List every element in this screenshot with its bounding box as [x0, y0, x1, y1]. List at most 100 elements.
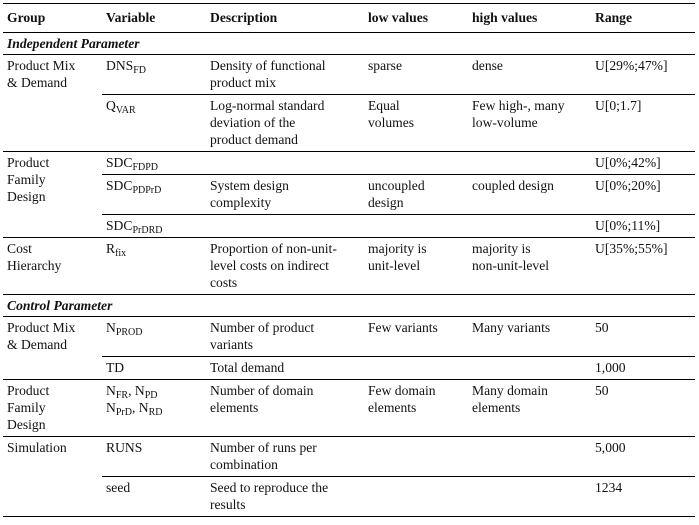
- text-line: Seed to reproduce the: [210, 480, 329, 495]
- text-line: design: [368, 195, 404, 210]
- table-row: SDCPrDRD U[0%;11%]: [3, 215, 695, 238]
- group-cell: Product Mix & Demand: [3, 54, 102, 152]
- text-line: Design: [7, 417, 46, 432]
- text-line: majority is: [472, 241, 531, 256]
- text-line: unit-level: [368, 258, 421, 273]
- table-row: Product Family Design NFR, NPD NPrD, NRD N…: [3, 380, 695, 437]
- variable-subscript: FD: [133, 65, 146, 76]
- range-cell: 5,000: [591, 436, 695, 477]
- variable-text: SDC: [106, 155, 133, 170]
- table-row: Simulation RUNS Number of runs per combin…: [3, 436, 695, 517]
- range-cell: 1,000: [595, 360, 626, 375]
- text-line: Equal: [368, 98, 400, 113]
- variable-cell: seed: [106, 480, 131, 495]
- text-line: Family: [7, 172, 46, 187]
- text-line: Number of product: [210, 320, 315, 335]
- variable-line: NFR, NPD: [106, 383, 158, 401]
- variable-text: N: [138, 400, 149, 415]
- variable-cell: NFR, NPD NPrD, NRD: [102, 380, 206, 437]
- high-value-cell: Many variants: [468, 316, 591, 357]
- variable-line: NPrD, NRD: [106, 400, 163, 418]
- variable-cell: Rfix: [102, 238, 206, 295]
- text-line: Proportion of non-unit-: [210, 241, 337, 256]
- variable-subscript: PrDRD: [132, 225, 163, 236]
- text-line: Product Mix: [7, 320, 76, 335]
- text-line: Family: [7, 400, 46, 415]
- low-value-cell: [364, 151, 468, 175]
- high-value-cell: coupled design: [468, 174, 591, 215]
- section-title-control: Control Parameter: [7, 298, 113, 313]
- section-title-independent: Independent Parameter: [7, 36, 140, 51]
- group-cell: Product Family Design: [3, 380, 102, 437]
- text-line: Number of domain: [210, 383, 314, 398]
- high-value-cell: [468, 436, 591, 477]
- variable-text: SDC: [106, 178, 133, 193]
- low-value-cell: sparse: [364, 54, 468, 95]
- text-line: elements: [368, 400, 417, 415]
- variable-cell: QVAR: [102, 95, 206, 152]
- text-line: level costs on indirect: [210, 258, 329, 273]
- variable-text: Q: [106, 98, 116, 113]
- description-cell: System design complexity: [206, 174, 364, 215]
- text-line: Design: [7, 189, 46, 204]
- header-low-values: low values: [368, 10, 429, 25]
- variable-text: SDC: [106, 218, 133, 233]
- header-description: Description: [210, 10, 278, 25]
- table-row: Product Family Design SDCFDPD U[0%;42%]: [3, 151, 695, 238]
- range-cell: 50: [591, 316, 695, 357]
- text-line: Log-normal standard: [210, 98, 325, 113]
- group-cell: Cost Hierarchy: [3, 238, 102, 295]
- variable-cell: NPROD: [102, 316, 206, 357]
- text-line: sparse: [368, 58, 402, 73]
- description-cell: [206, 215, 364, 238]
- header-group: Group: [7, 10, 46, 25]
- text-line: costs: [210, 275, 238, 290]
- text-line: majority is: [368, 241, 427, 256]
- high-value-cell: dense: [468, 54, 591, 95]
- low-value-cell: [364, 477, 468, 517]
- text-line: Total demand: [210, 360, 285, 375]
- group-cell: Product Family Design: [3, 151, 102, 238]
- variable-subscript: FDPD: [132, 162, 159, 173]
- text-line: Few variants: [368, 320, 438, 335]
- high-value-cell: Few high-, many low-volume: [468, 95, 591, 152]
- text-line: Density of functional: [210, 58, 326, 73]
- range-cell: 50: [595, 383, 609, 398]
- variable-cell: SDCPDPrD: [102, 174, 206, 215]
- range-cell: U[0%;42%]: [591, 151, 695, 175]
- text-line: combination: [210, 457, 278, 472]
- range-cell: 1234: [595, 480, 623, 495]
- variable-text: N: [106, 400, 116, 415]
- text-line: elements: [210, 400, 259, 415]
- range-cell: U[29%;47%]: [591, 54, 695, 95]
- variable-cell: RUNS: [102, 436, 206, 477]
- text-line: Number of runs per: [210, 440, 317, 455]
- description-cell: Total demand: [206, 357, 364, 380]
- variable-subscript: FR: [115, 390, 129, 401]
- low-value-cell: [364, 436, 468, 477]
- variable-text: DNS: [106, 58, 134, 73]
- high-value-cell: majority is non-unit-level: [468, 238, 591, 295]
- text-line: & Demand: [7, 75, 68, 90]
- section-row: Independent Parameter: [3, 33, 695, 55]
- text-line: dense: [472, 58, 503, 73]
- text-line: non-unit-level: [472, 258, 550, 273]
- range-cell: U[0%;11%]: [595, 218, 661, 233]
- text-line: System design: [210, 178, 289, 193]
- high-value-cell: [468, 151, 591, 175]
- low-value-cell: Equal volumes: [364, 95, 468, 152]
- low-value-cell: majority is unit-level: [364, 238, 468, 295]
- low-value-cell: [364, 215, 468, 238]
- description-cell: Proportion of non-unit-level costs on in…: [206, 238, 364, 295]
- description-cell: Log-normal standard deviation of the produ…: [206, 95, 364, 152]
- variable-text: R: [106, 241, 116, 256]
- variable-cell: SDCPrDRD: [102, 215, 206, 238]
- range-cell: U[35%;55%]: [595, 241, 668, 256]
- text-line: low-volume: [472, 115, 538, 130]
- text-line: deviation of the: [210, 115, 296, 130]
- description-cell: Number of runs per combination: [206, 436, 364, 477]
- group-cell: Simulation: [3, 436, 102, 517]
- variable-subscript: fix: [115, 248, 127, 259]
- text-line: complexity: [210, 195, 272, 210]
- header-row: Group Variable Description low values hi…: [3, 3, 695, 33]
